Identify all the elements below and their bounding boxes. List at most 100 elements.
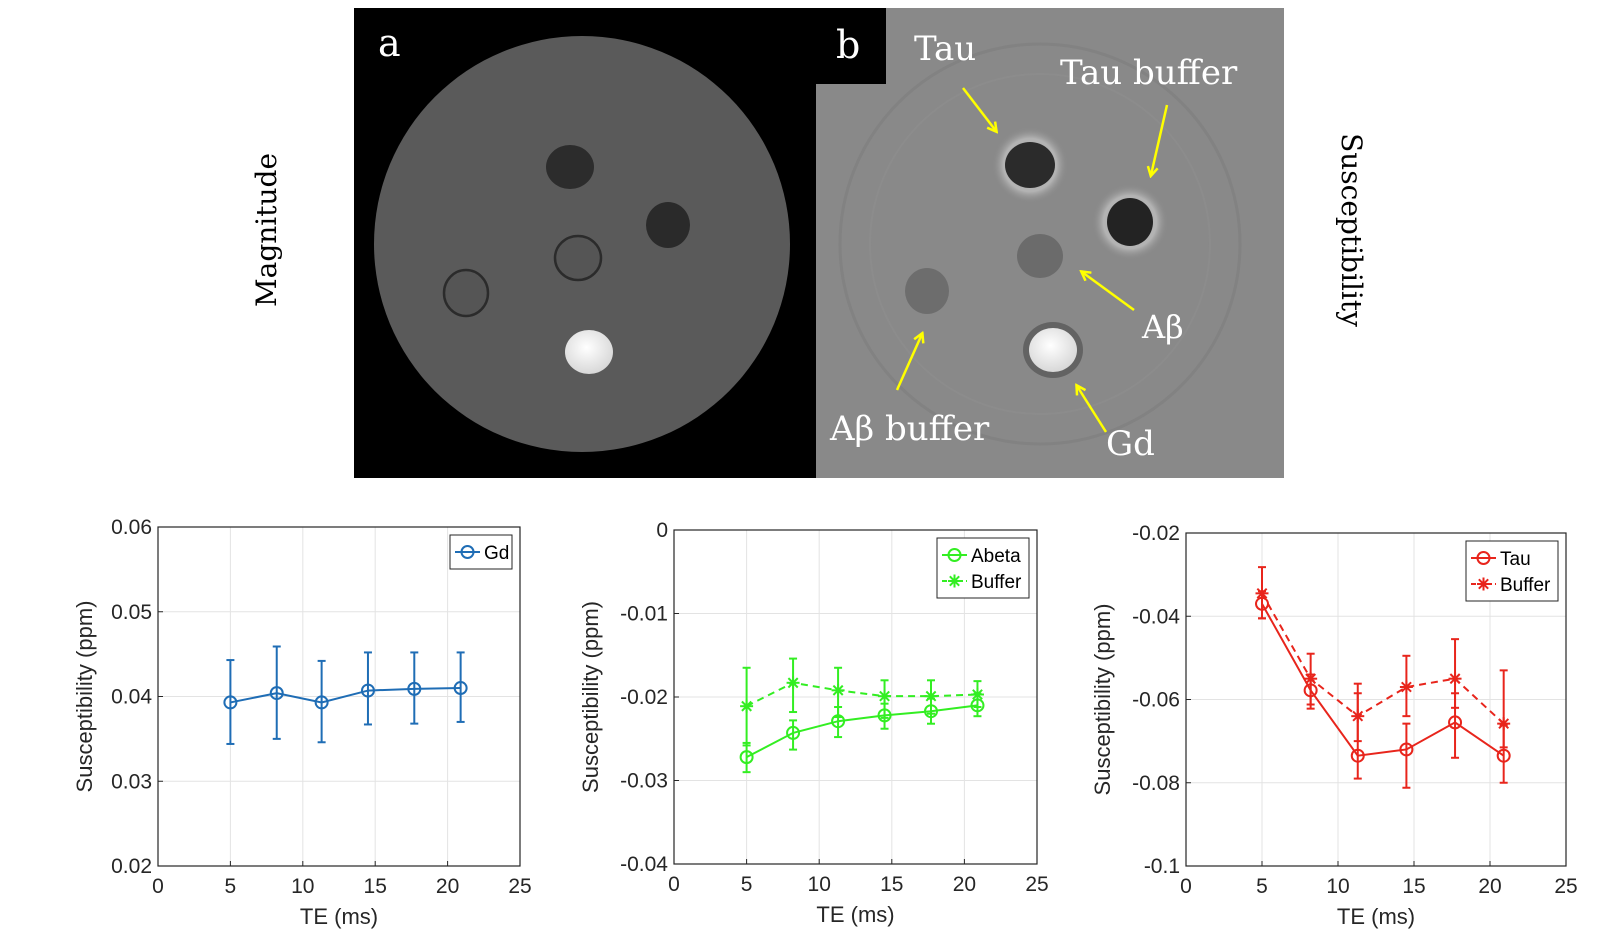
y-tick-label: 0: [656, 519, 668, 542]
data-point: [831, 683, 845, 697]
legend: Gd: [449, 534, 513, 570]
vial-abeta-susceptibility: [1017, 234, 1063, 278]
legend-marker: [1476, 551, 1491, 565]
x-tick-label: 20: [1478, 875, 1501, 898]
y-axis-label: Susceptibility (ppm): [72, 601, 97, 793]
legend: Tau Buffer: [1465, 540, 1559, 602]
x-tick-label: 10: [808, 873, 831, 896]
vial-tau-magnitude: [546, 145, 594, 189]
y-tick-label: -0.08: [1132, 772, 1180, 795]
x-tick-label: 10: [291, 875, 314, 898]
data-point: [1496, 748, 1511, 763]
series-line: [1261, 592, 1505, 725]
arrow-gd: [1077, 386, 1108, 433]
data-point: [1448, 672, 1462, 686]
series-line: [1261, 603, 1505, 757]
y-tick-label: -0.1: [1144, 855, 1180, 878]
data-point: [739, 750, 754, 765]
y-axis-label: Susceptibility (ppm): [578, 601, 603, 793]
legend: Abeta Buffer: [936, 537, 1030, 599]
data-point: [786, 676, 800, 690]
arrow-tau: [962, 87, 996, 131]
vial-tau-buffer-magnitude: [646, 202, 690, 248]
vial-gd-magnitude: [565, 330, 613, 374]
legend-label: Gd: [484, 543, 509, 564]
data-point: [1399, 680, 1413, 694]
vial-tau-susceptibility: [1005, 142, 1055, 188]
x-tick-label: 10: [1326, 875, 1349, 898]
legend-entry: Gd: [455, 543, 509, 564]
error-bar: [410, 651, 419, 725]
legend-entry: Buffer: [1471, 575, 1551, 596]
label-tau-buffer: Tau buffer: [1060, 53, 1238, 93]
vial-tau-buffer-susceptibility: [1107, 198, 1153, 246]
legend-label: Buffer: [971, 572, 1022, 593]
legend-marker: [948, 574, 961, 588]
data-point: [453, 681, 468, 696]
data-point: [740, 699, 754, 713]
error-bar: [789, 719, 798, 751]
legend-label: Abeta: [971, 546, 1021, 567]
x-tick-label: 0: [152, 875, 164, 898]
series-line: [746, 704, 978, 759]
legend-entry: Tau: [1471, 549, 1531, 570]
series-buffer: [740, 657, 984, 747]
data-point: [269, 686, 284, 701]
arrow-abeta: [1082, 272, 1135, 312]
label-tau: Tau: [914, 29, 976, 69]
data-point: [223, 695, 238, 710]
series-gd: [223, 645, 468, 745]
data-point: [314, 695, 329, 710]
x-axis-label: TE (ms): [816, 902, 894, 927]
data-point: [970, 687, 984, 701]
legend-label: Buffer: [1500, 575, 1551, 596]
legend-entry: Abeta: [942, 546, 1021, 567]
y-tick-label: -0.01: [620, 603, 668, 626]
data-point: [1448, 715, 1463, 730]
data-point: [360, 683, 375, 698]
vial-abeta-magnitude: [553, 234, 603, 282]
y-tick-label: 0.02: [111, 855, 152, 878]
label-abeta-buffer: Aβ buffer: [829, 409, 990, 449]
x-tick-label: 15: [1402, 875, 1425, 898]
legend-marker: [947, 548, 962, 562]
legend-entry: Buffer: [942, 572, 1022, 593]
x-tick-label: 0: [668, 873, 680, 896]
row-label-magnitude: Magnitude: [250, 153, 283, 307]
y-tick-label: 0.05: [111, 601, 152, 624]
x-tick-label: 0: [1180, 875, 1192, 898]
data-point: [1255, 586, 1269, 600]
data-point: [786, 725, 801, 740]
panel-b-susceptibility-image: b Tau Tau buffer Aβ Aβ buffer Gd: [816, 8, 1284, 478]
series-line: [746, 681, 978, 708]
label-abeta: Aβ: [1141, 308, 1184, 346]
vial-abeta-buffer-susceptibility: [905, 268, 949, 314]
y-axis-label: Susceptibility (ppm): [1090, 604, 1115, 796]
x-tick-label: 5: [225, 875, 237, 898]
x-tick-label: 25: [1025, 873, 1048, 896]
panel-letter-a: a: [378, 21, 401, 65]
arrow-tau-buffer: [1151, 104, 1169, 175]
data-point: [1350, 748, 1365, 763]
legend-marker: [460, 545, 475, 559]
x-tick-label: 5: [1256, 875, 1268, 898]
y-tick-label: 0.04: [111, 686, 152, 709]
vial-abeta-buffer-magnitude: [442, 268, 490, 318]
y-tick-label: 0.03: [111, 770, 152, 793]
row-label-susceptibility: Susceptibility: [1335, 133, 1368, 327]
error-bar: [226, 659, 235, 745]
x-tick-label: 25: [508, 875, 531, 898]
legend-box: [1465, 540, 1559, 602]
series-line: [230, 687, 461, 704]
y-tick-label: -0.04: [1132, 605, 1180, 628]
x-tick-label: 20: [953, 873, 976, 896]
y-tick-label: -0.04: [620, 853, 668, 876]
chart-gd: 0 5 10 15 20 25 0.02 0.03 0.04 0.05 0.06 TE (ms) Sus…: [72, 516, 532, 929]
y-tick-label: -0.06: [1132, 689, 1180, 712]
x-tick-label: 5: [741, 873, 753, 896]
error-bar: [272, 645, 281, 740]
y-tick-label: -0.02: [620, 686, 668, 709]
arrow-abeta-buffer: [895, 334, 922, 391]
data-point: [924, 689, 938, 703]
